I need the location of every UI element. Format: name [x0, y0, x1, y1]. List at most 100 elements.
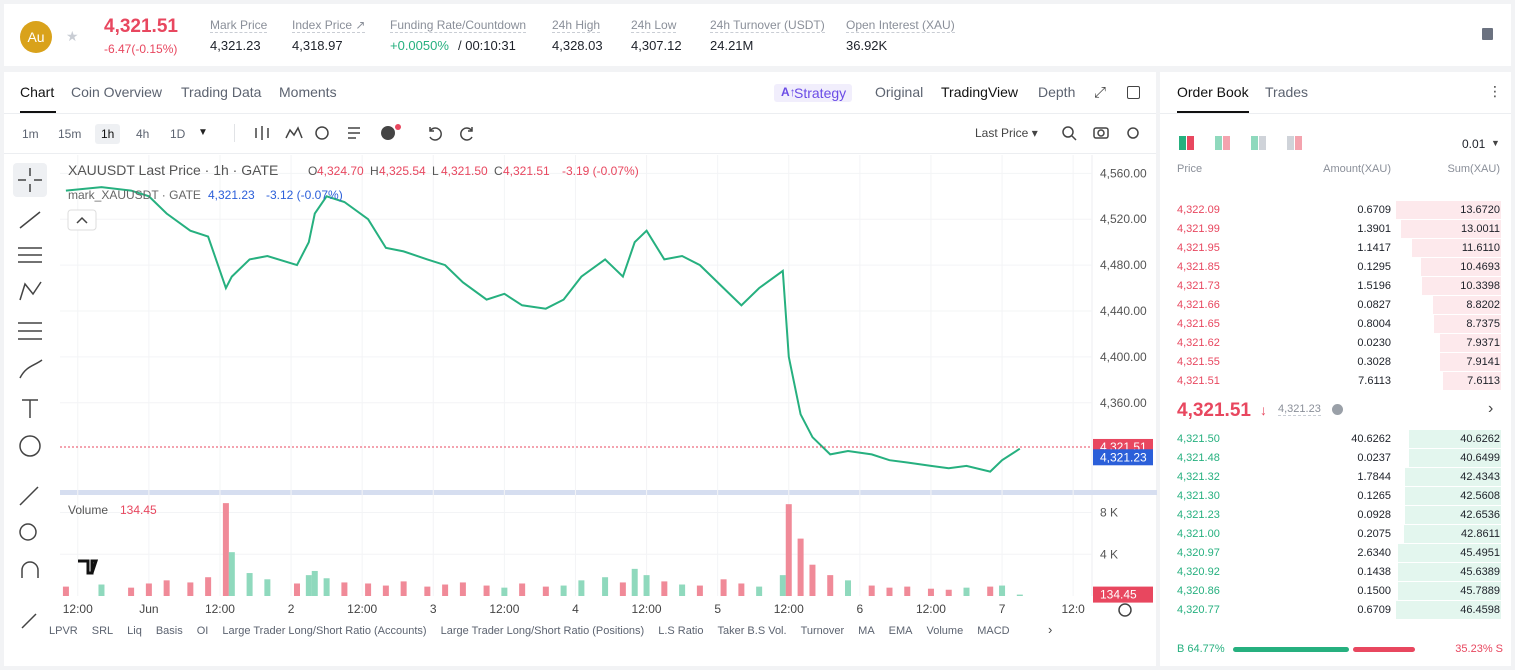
cursor-tool[interactable] [18, 168, 42, 192]
legend-change: -3.19 (-0.07%) [562, 164, 639, 178]
pen-tool[interactable] [21, 613, 37, 629]
search-icon[interactable] [1062, 126, 1074, 138]
fullscreen-icon[interactable]: ⤢ [1094, 84, 1107, 101]
undo-icon[interactable] [429, 127, 442, 141]
trendline-tool[interactable] [19, 211, 41, 229]
text-tool[interactable] [22, 399, 38, 418]
stat-value: 4,328.03 [552, 38, 603, 53]
indicator-tab[interactable]: MA [858, 625, 875, 637]
add-icon[interactable] [381, 126, 395, 140]
view-tab[interactable]: Original [875, 84, 924, 100]
channel-tool[interactable] [18, 247, 42, 263]
view-tab[interactable]: TradingView [941, 84, 1019, 100]
stat-label: 24h High [552, 18, 601, 33]
y-tick-label: 4,560.00 [1100, 166, 1147, 180]
ob-tab[interactable]: Order Book [1177, 84, 1249, 100]
ob-chevron[interactable]: › [1488, 400, 1494, 417]
magnet-tool[interactable] [21, 561, 39, 578]
indicator-tab[interactable]: Basis [155, 625, 183, 637]
indicator-tab[interactable]: L.S Ratio [658, 625, 704, 637]
indicator-tab[interactable]: Turnover [800, 625, 845, 637]
volume-bar [246, 573, 253, 596]
ob-view-icon[interactable] [1187, 136, 1194, 150]
ob-view-icon[interactable] [1179, 136, 1186, 150]
brush-tool[interactable] [19, 359, 43, 379]
ob-col: Price [1177, 163, 1203, 175]
depth-bar [1404, 506, 1501, 524]
indicator-tab[interactable]: Large Trader Long/Short Ratio (Positions… [440, 625, 645, 637]
ob-sum: 45.4951 [1460, 547, 1500, 559]
ob-tab[interactable]: Trades [1265, 84, 1309, 100]
ob-view-icon[interactable] [1223, 136, 1230, 150]
indicator-tab[interactable]: Taker B.S Vol. [717, 625, 787, 637]
indicator-tab[interactable]: MACD [977, 625, 1010, 637]
ob-amount: 0.3028 [1357, 356, 1391, 368]
chart-tab[interactable]: Coin Overview [71, 84, 163, 100]
scroll-right[interactable]: › [1048, 622, 1053, 637]
ob-view-icon[interactable] [1259, 136, 1266, 150]
ob-view-icon[interactable] [1287, 136, 1294, 150]
volume-bar [519, 583, 526, 596]
chart-tab[interactable]: Moments [279, 84, 337, 100]
price-type[interactable]: Last Price ▾ [975, 126, 1038, 140]
interval[interactable]: 15m [58, 127, 82, 141]
pattern-tool[interactable] [19, 281, 42, 301]
view-tab[interactable]: Strategy [774, 84, 853, 102]
indicator-tab[interactable]: SRL [91, 625, 114, 637]
ob-price: 4,321.73 [1177, 280, 1220, 292]
ob-step[interactable]: 0.01 [1462, 137, 1486, 151]
indicator-tab[interactable]: Volume [926, 625, 964, 637]
mark-legend: mark_XAUUSDT · GATE [68, 188, 201, 202]
window-icon[interactable] [1127, 86, 1140, 99]
gear-icon[interactable] [1127, 127, 1139, 139]
interval[interactable]: 1h [95, 124, 121, 144]
zoom-tool[interactable] [19, 523, 37, 541]
chart-tab[interactable]: Trading Data [181, 84, 262, 100]
ob-sum: 45.7889 [1460, 585, 1500, 597]
interval[interactable]: 1D [170, 127, 186, 141]
favorite-star[interactable]: ★ [66, 28, 79, 44]
indicator-tab[interactable]: LPVR [49, 625, 78, 637]
ob-amount: 1.3901 [1357, 223, 1391, 235]
ob-view-icon[interactable] [1251, 136, 1258, 150]
y-tick-label: 4,400.00 [1100, 350, 1147, 364]
settings-icon[interactable] [1482, 28, 1493, 40]
interval[interactable]: 4h [136, 127, 150, 141]
ob-more[interactable]: ⋮ [1488, 83, 1502, 99]
volume-bar [145, 583, 152, 596]
indicator-icon[interactable] [285, 126, 303, 139]
emoji-tool[interactable] [19, 435, 41, 457]
ob-sum: 10.3398 [1460, 280, 1500, 292]
indicator-tabs: LPVR SRL Liq Basis OI Large Trader Long/Short… [49, 625, 1059, 637]
ruler-tool[interactable] [19, 486, 39, 506]
volume-bar [501, 587, 508, 596]
replay-icon[interactable] [315, 126, 329, 140]
indicator-tab[interactable]: Large Trader Long/Short Ratio (Accounts) [222, 625, 427, 637]
interval-dropdown[interactable]: ▼ [198, 127, 208, 138]
stat-label: Open Interest (XAU) [846, 18, 955, 33]
view-tab[interactable]: Depth [1038, 84, 1076, 100]
depth-bar [1404, 487, 1501, 505]
volume-bar [323, 578, 330, 596]
ohlc-value: 4,321.50 [441, 164, 488, 178]
ob-view-icon[interactable] [1215, 136, 1222, 150]
fib-tool[interactable] [18, 322, 42, 340]
stat-extra: / 00:10:31 [458, 38, 516, 53]
chart-tab[interactable]: Chart [20, 84, 55, 100]
indicator-tab[interactable]: Liq [127, 625, 142, 637]
price-type-label[interactable]: Last Price [975, 126, 1029, 140]
ohlc-key: C [494, 164, 503, 178]
indicator-tab[interactable]: EMA [888, 625, 913, 637]
chart-tools [1062, 126, 1139, 141]
ob-view-icon[interactable] [1295, 136, 1302, 150]
camera-icon[interactable] [1093, 127, 1109, 139]
indicator-tab[interactable]: OI [196, 625, 209, 637]
ob-arrow: ↓ [1260, 402, 1267, 418]
interval[interactable]: 1m [22, 127, 39, 141]
template-icon[interactable] [348, 127, 360, 139]
redo-icon[interactable] [460, 127, 473, 141]
pane-separator [60, 490, 1157, 495]
y-tick-label: 4,360.00 [1100, 396, 1147, 410]
candle-icon[interactable] [255, 126, 269, 140]
ob-last: 4,321.51 [1177, 400, 1251, 421]
